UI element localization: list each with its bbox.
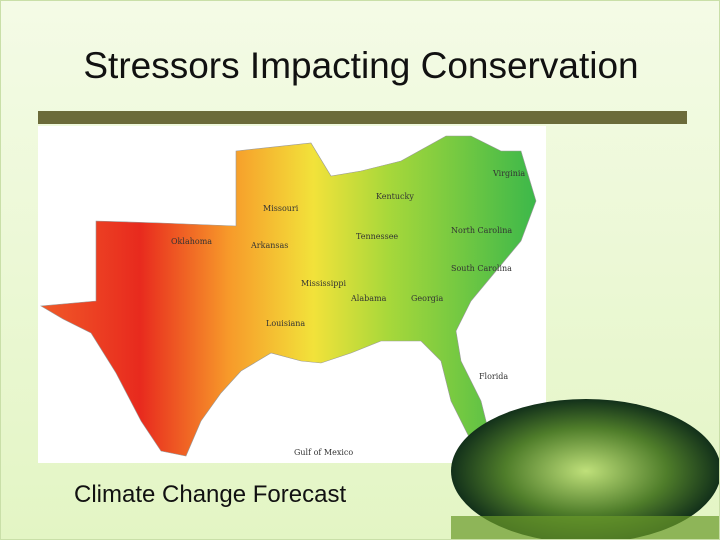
map-label: Virginia — [492, 169, 525, 178]
map-label: Missouri — [263, 204, 299, 213]
map-label: Georgia — [411, 294, 443, 303]
title-bar — [38, 111, 687, 124]
map-label: Oklahoma — [171, 237, 212, 246]
map-label: Florida — [479, 372, 508, 381]
map-label: Tennessee — [356, 232, 398, 241]
map-label: Louisiana — [266, 319, 305, 328]
map-label: Alabama — [350, 294, 387, 303]
map-label: South Carolina — [451, 264, 512, 273]
map-label: Arkansas — [250, 241, 288, 250]
caption: Climate Change Forecast — [74, 481, 347, 508]
map-label: Kentucky — [376, 192, 414, 201]
map-region — [40, 135, 537, 457]
map-label: Mississippi — [301, 279, 347, 288]
plant-ground — [451, 516, 719, 539]
slide-title: Stressors Impacting Conservation — [83, 45, 639, 86]
map-label: Gulf of Mexico — [294, 448, 353, 457]
plant-image — [451, 399, 719, 539]
map-label: North Carolina — [451, 226, 512, 235]
